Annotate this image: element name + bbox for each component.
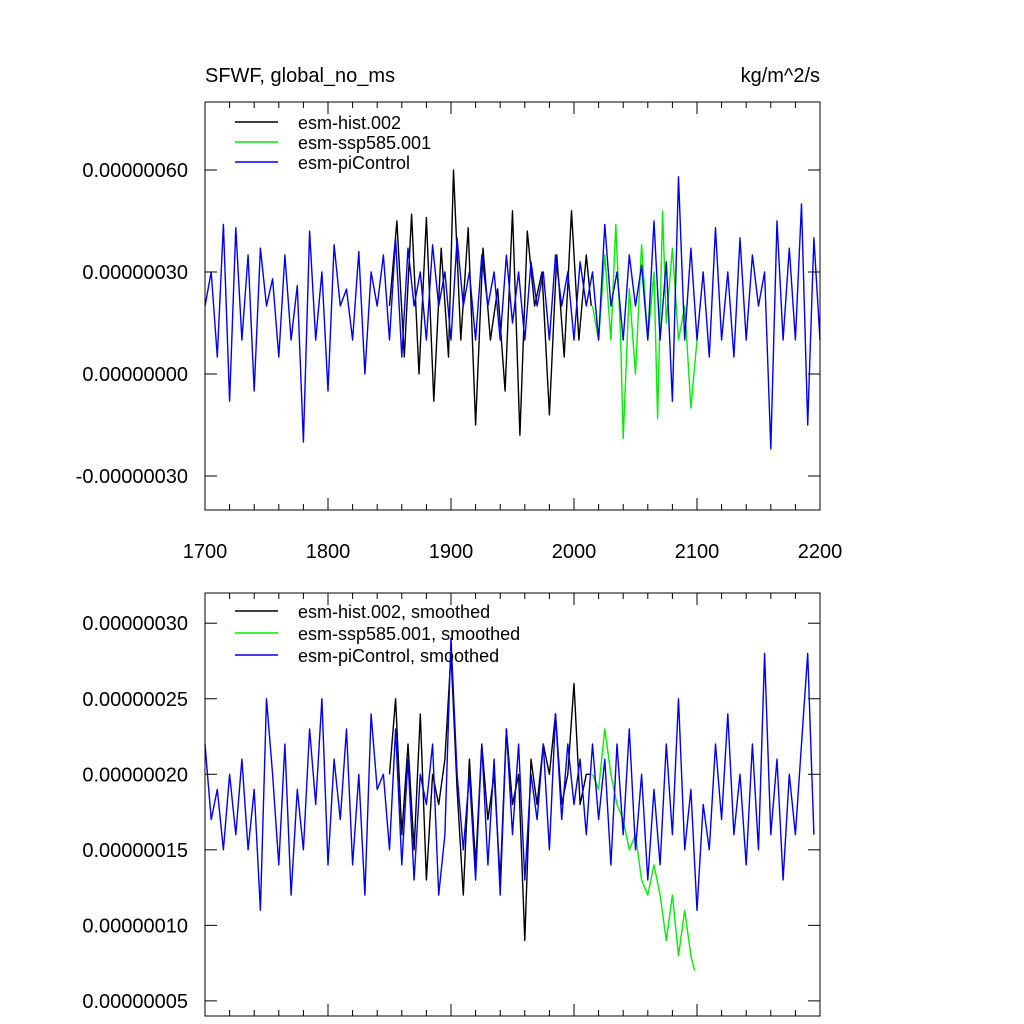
top-plot-frame <box>204 101 821 511</box>
y-tick-label-bottom-1: 0.00000010 <box>82 915 188 937</box>
bottom-series-lines <box>204 637 815 971</box>
legend-label-top-0: esm-hist.002 <box>298 113 401 133</box>
top-title-left: SFWF, global_no_ms <box>205 65 395 87</box>
series-line-bottom-2 <box>204 637 815 911</box>
top-axis-ticks: -0.00000030 0.00000000 0.00000030 0.0000006… <box>76 102 843 563</box>
bottom-panel: 0.00000005 0.00000010 0.00000015 0.00000020… <box>82 592 821 1017</box>
y-tick-label-bottom-3: 0.00000020 <box>82 764 188 786</box>
legend-label-top-2: esm-piControl <box>298 153 410 173</box>
bottom-axis-ticks: 0.00000005 0.00000010 0.00000015 0.00000020… <box>82 593 821 1016</box>
top-legend: esm-hist.002 esm-ssp585.001 esm-piContro… <box>235 113 431 173</box>
legend-label-bottom-1: esm-ssp585.001, smoothed <box>298 624 520 644</box>
y-tick-label-top-3: 0.00000060 <box>82 160 188 182</box>
y-tick-label-bottom-2: 0.00000015 <box>82 840 188 862</box>
legend-label-bottom-2: esm-piControl, smoothed <box>298 646 499 666</box>
x-tick-label-3: 2000 <box>552 541 597 563</box>
y-tick-label-bottom-4: 0.00000025 <box>82 689 188 711</box>
x-tick-label-4: 2100 <box>675 541 720 563</box>
y-tick-label-bottom-0: 0.00000005 <box>82 991 188 1013</box>
series-line-top-2 <box>204 176 821 450</box>
legend-label-bottom-0: esm-hist.002, smoothed <box>298 602 490 622</box>
x-tick-label-2: 1900 <box>429 541 474 563</box>
y-tick-label-top-1: 0.00000000 <box>82 364 188 386</box>
y-tick-label-bottom-5: 0.00000030 <box>82 613 188 635</box>
y-tick-label-top-2: 0.00000030 <box>82 262 188 284</box>
x-tick-label-1: 1800 <box>306 541 351 563</box>
bottom-plot-frame <box>204 592 821 1017</box>
top-series-lines <box>204 169 821 450</box>
top-panel: SFWF, global_no_ms kg/m^2/s -0.00000030 0… <box>76 65 843 563</box>
legend-label-top-1: esm-ssp585.001 <box>298 133 431 153</box>
y-tick-label-top-0: -0.00000030 <box>76 466 188 488</box>
x-tick-label-5: 2200 <box>798 541 843 563</box>
top-title-right: kg/m^2/s <box>741 65 820 87</box>
bottom-legend: esm-hist.002, smoothed esm-ssp585.001, s… <box>235 602 520 666</box>
series-line-top-1 <box>591 210 698 440</box>
series-line-bottom-1 <box>591 728 696 971</box>
x-tick-label-0: 1700 <box>183 541 228 563</box>
